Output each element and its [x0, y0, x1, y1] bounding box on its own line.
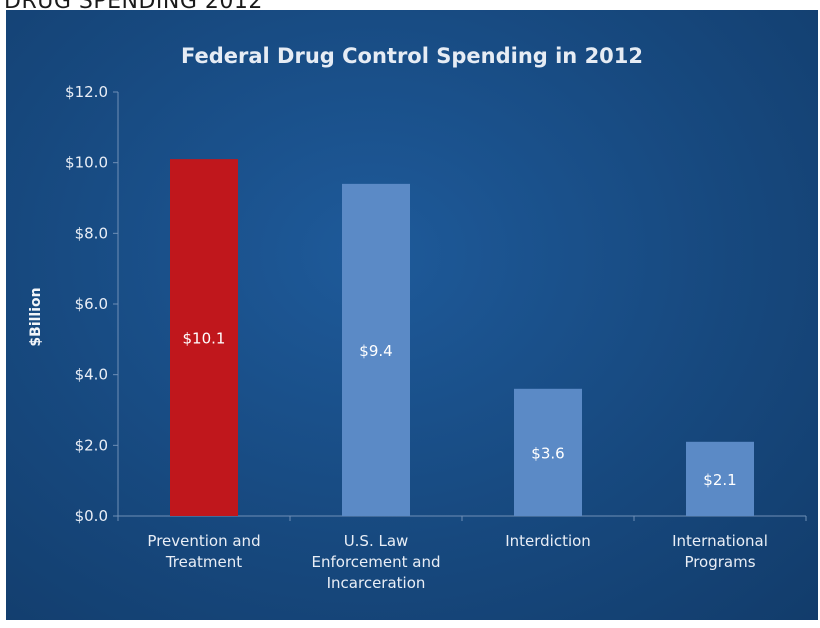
y-axis-label: $Billion: [28, 287, 44, 346]
chart-slide: Federal Drug Control Spending in 2012 $B…: [6, 10, 818, 620]
x-category-label-line: Programs: [684, 553, 755, 571]
x-category-label: U.S. Law Enforcement and Incarceration: [312, 532, 441, 592]
bar-chart: Federal Drug Control Spending in 2012 $B…: [28, 44, 807, 592]
data-label: $9.4: [359, 342, 392, 360]
x-category-label: International Programs: [672, 532, 768, 571]
y-tick-label: $0.0: [75, 507, 108, 525]
x-category-label-line: Prevention and: [147, 532, 260, 550]
data-label: $10.1: [183, 330, 226, 348]
x-category-label-line: Incarceration: [327, 574, 426, 592]
data-label: $3.6: [531, 444, 564, 462]
x-category-label: Prevention and Treatment: [147, 532, 260, 571]
y-tick-label: $4.0: [75, 366, 108, 384]
x-category-label-line: Treatment: [165, 553, 242, 571]
y-tick-label: $6.0: [75, 295, 108, 313]
x-category-label-line: Enforcement and: [312, 553, 441, 571]
bar: [170, 159, 238, 516]
chart-title: Federal Drug Control Spending in 2012: [181, 44, 643, 68]
x-category-label-line: International: [672, 532, 768, 550]
y-tick-label: $2.0: [75, 436, 108, 454]
bar: [686, 441, 754, 516]
y-tick-label: $12.0: [65, 83, 108, 101]
y-tick-label: $10.0: [65, 154, 108, 172]
data-label: $2.1: [703, 471, 736, 489]
x-category-label: Interdiction: [505, 532, 591, 550]
chart-axes: $0.0 $2.0 $4.0 $6.0 $8.0 $10.0 $12.0 Prevention…: [65, 83, 807, 592]
bar: [514, 388, 582, 516]
x-category-label-line: Interdiction: [505, 532, 591, 550]
x-category-label-line: U.S. Law: [344, 532, 409, 550]
bar: [342, 183, 410, 516]
y-tick-label: $8.0: [75, 224, 108, 242]
chart-bars: $10.1 $9.4 $3.6 $2.1: [170, 159, 754, 516]
